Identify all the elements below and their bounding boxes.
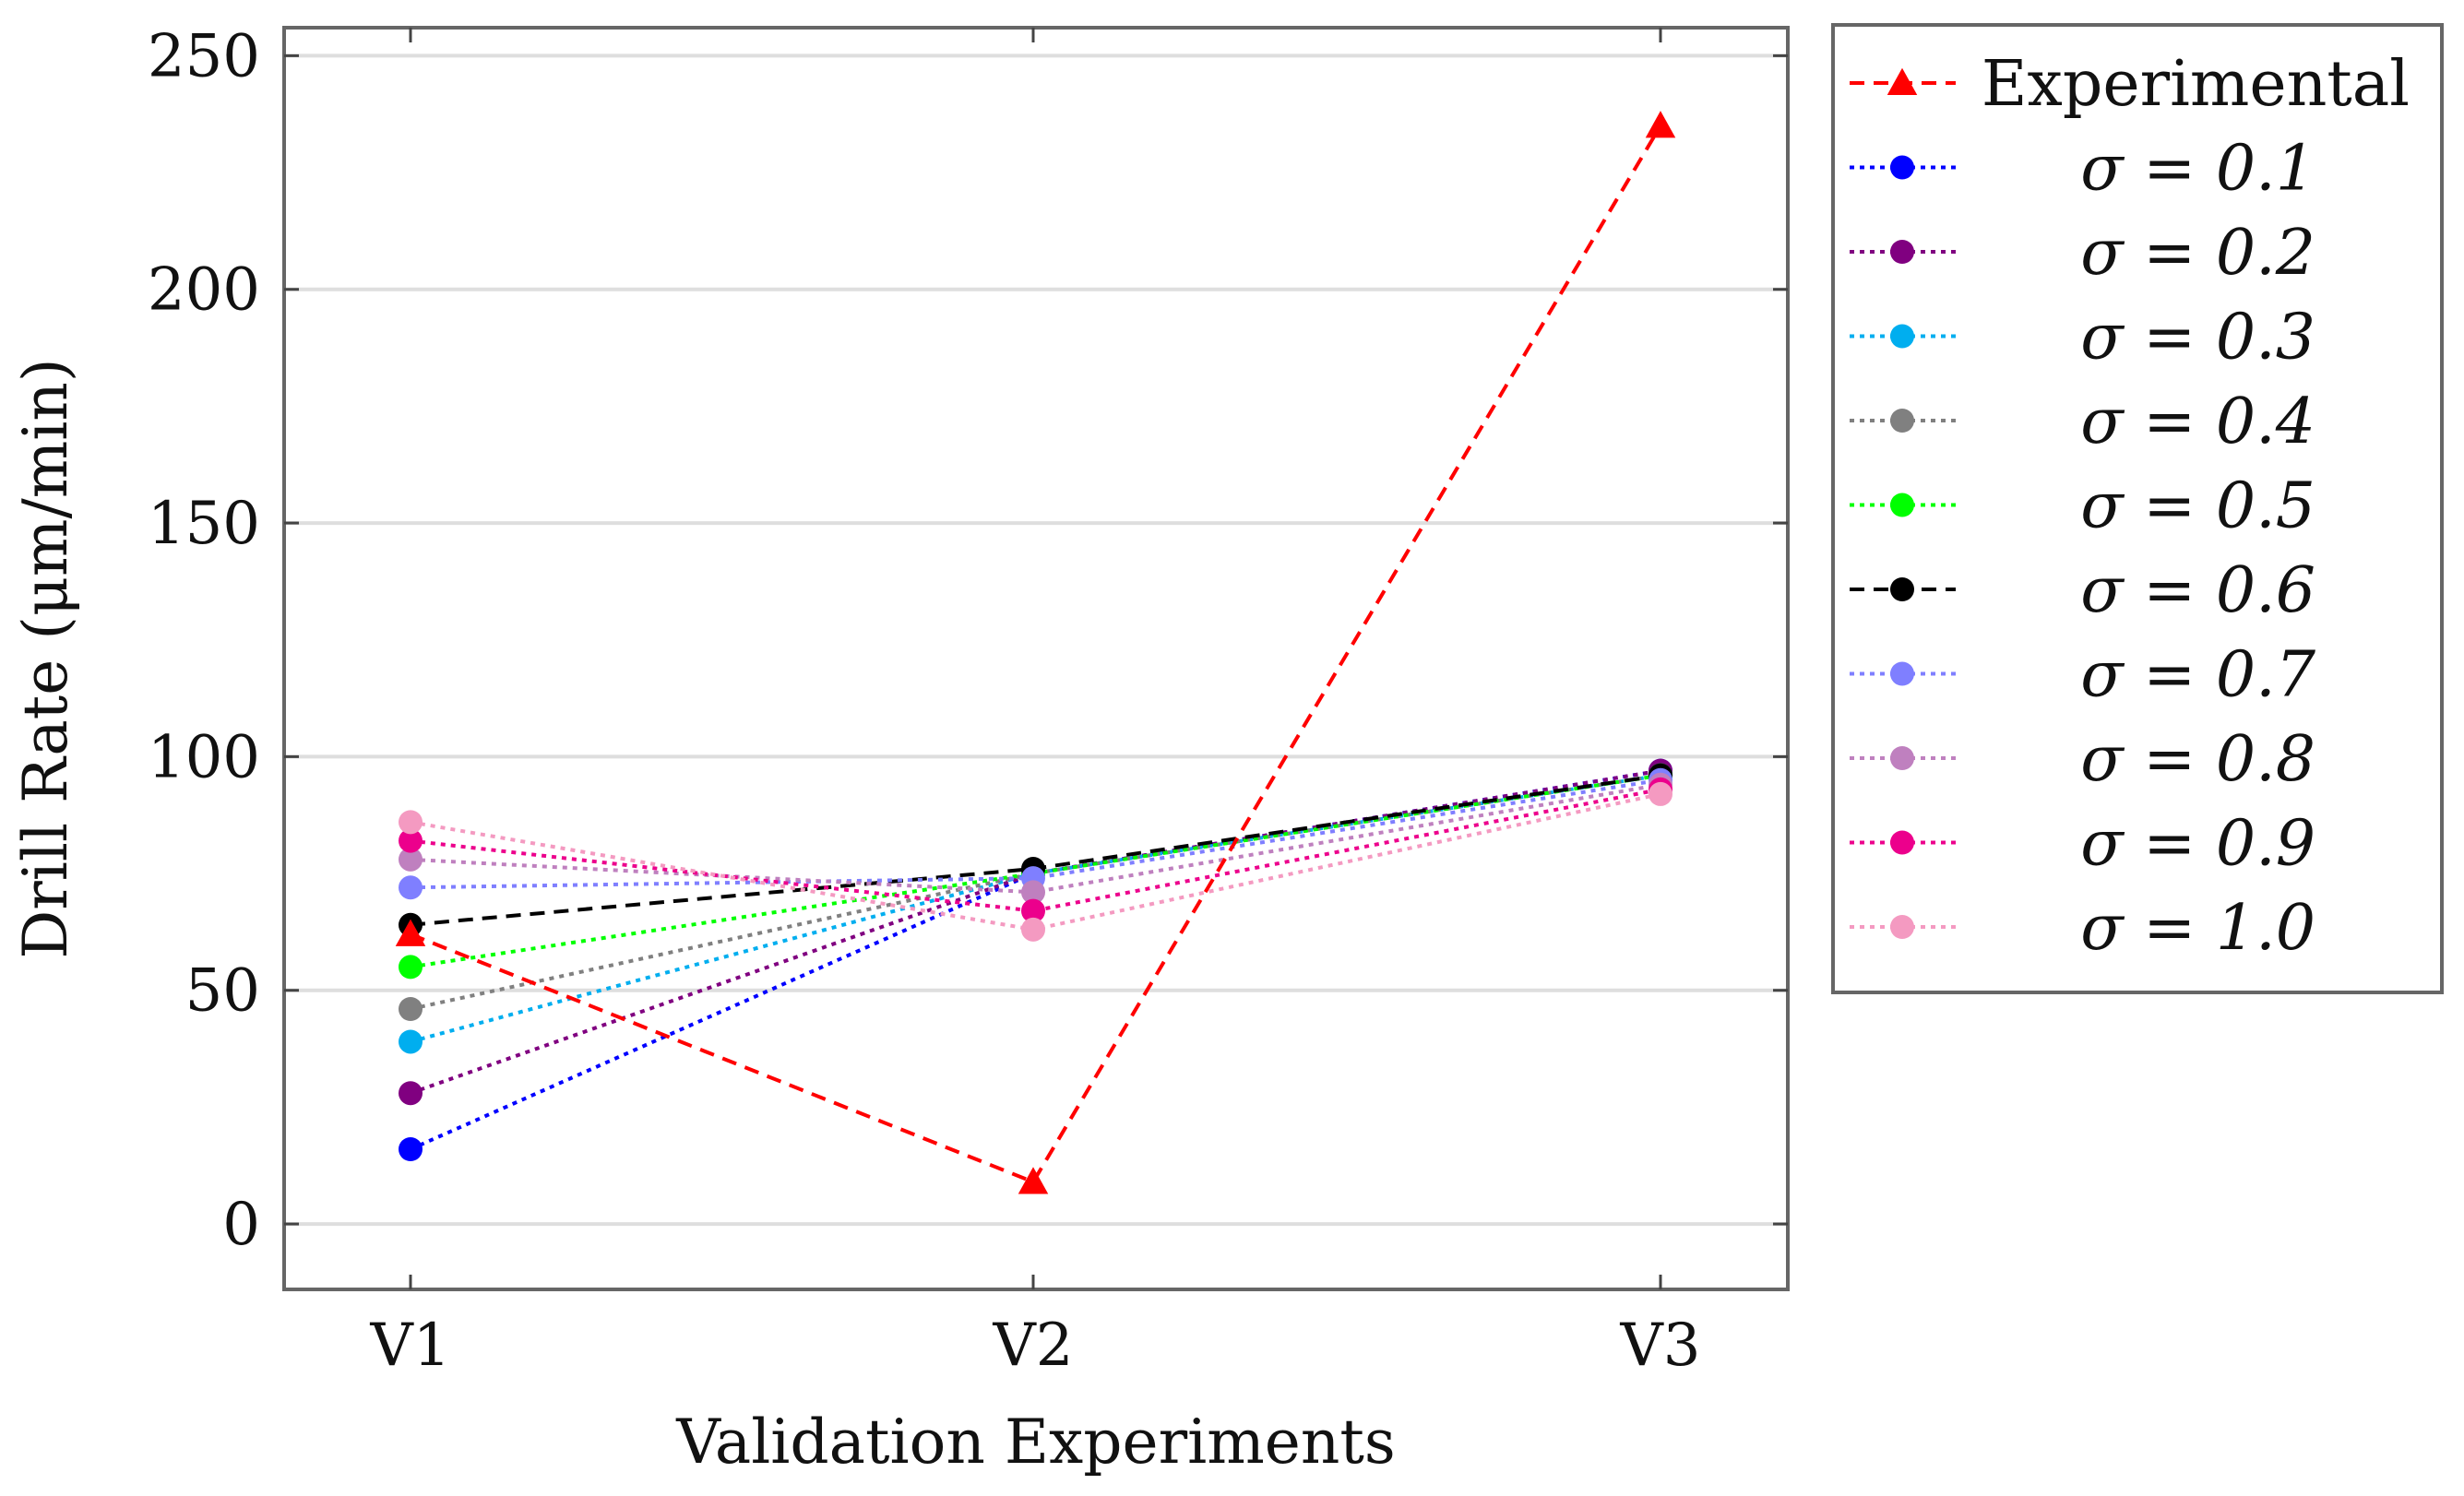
legend-item: σ = 0.3 <box>1850 302 2315 374</box>
data-point <box>399 847 423 872</box>
legend-marker <box>1890 409 1914 433</box>
series-sigma-1 <box>399 758 1672 1161</box>
legend-marker <box>1890 830 1914 855</box>
series-sigma-9 <box>399 777 1672 923</box>
legend-marker <box>1890 661 1914 686</box>
legend-label: σ = 0.8 <box>2080 723 2315 796</box>
x-axis: V1 V2 V3 <box>370 28 1701 1380</box>
legend-entries: Experimental σ = 0.1 σ = 0.2 σ = 0.3 σ = 0.4… <box>1850 48 2410 965</box>
legend: Experimental σ = 0.1 σ = 0.2 σ = 0.3 σ = 0.4… <box>1831 23 2444 994</box>
legend-item: σ = 0.8 <box>1850 723 2315 796</box>
series-lines <box>395 111 1676 1194</box>
legend-item: σ = 0.9 <box>1850 808 2315 881</box>
data-point <box>1021 917 1045 942</box>
legend-marker <box>1890 240 1914 264</box>
x-tick-label: V3 <box>1620 1312 1701 1380</box>
data-point <box>399 1081 423 1106</box>
data-point <box>399 1137 423 1161</box>
data-point <box>399 810 423 835</box>
data-point <box>1021 898 1045 923</box>
legend-label: σ = 0.1 <box>2080 133 2315 206</box>
series-experimental <box>395 111 1676 1194</box>
legend-label: σ = 0.7 <box>2080 639 2316 712</box>
legend-item: σ = 0.7 <box>1850 639 2316 712</box>
legend-label: σ = 0.4 <box>2080 386 2315 458</box>
series-sigma-8 <box>399 772 1672 905</box>
legend-marker <box>1890 493 1914 517</box>
legend-marker <box>1890 746 1914 770</box>
y-tick-label: 250 <box>148 22 260 90</box>
legend-item: σ = 0.6 <box>1850 554 2315 627</box>
y-axis: 0 50 100 150 200 250 <box>148 22 1788 1259</box>
data-point <box>399 955 423 980</box>
legend-label: σ = 0.6 <box>2080 554 2315 627</box>
legend-box <box>1831 23 2444 994</box>
y-tick-label: 50 <box>185 957 260 1026</box>
legend-marker <box>1890 577 1914 601</box>
y-tick-label: 150 <box>148 490 260 558</box>
legend-item: σ = 1.0 <box>1850 892 2315 965</box>
data-point <box>399 828 423 853</box>
legend-marker <box>1890 155 1914 180</box>
legend-label: σ = 0.2 <box>2080 217 2315 290</box>
data-point <box>399 875 423 900</box>
data-point <box>1018 1167 1049 1194</box>
y-axis-title: Drill Rate (μm/min) <box>10 358 81 958</box>
legend-item: Experimental <box>1850 48 2410 121</box>
legend-label: σ = 0.5 <box>2080 470 2315 543</box>
data-point <box>399 1029 423 1054</box>
legend-marker <box>1890 324 1914 349</box>
legend-item: σ = 0.2 <box>1850 217 2315 290</box>
x-tick-label: V1 <box>370 1312 451 1380</box>
legend-label: σ = 0.3 <box>2080 302 2315 374</box>
x-axis-title: Validation Experiments <box>675 1407 1396 1478</box>
grid-lines <box>284 53 1788 1227</box>
x-tick-label: V2 <box>993 1312 1074 1380</box>
y-tick-label: 200 <box>148 256 260 325</box>
legend-label: σ = 1.0 <box>2080 892 2315 965</box>
series-sigma-10 <box>399 781 1672 942</box>
plot-frame <box>282 26 1790 1291</box>
legend-marker <box>1887 67 1918 95</box>
data-point <box>1645 111 1676 138</box>
legend-item: σ = 0.5 <box>1850 470 2315 543</box>
legend-label: σ = 0.9 <box>2080 808 2315 881</box>
series-line <box>410 773 1661 1044</box>
legend-marker <box>1890 915 1914 939</box>
y-tick-label: 100 <box>148 723 260 791</box>
data-point <box>395 919 426 946</box>
data-point <box>399 997 423 1021</box>
legend-item: σ = 0.1 <box>1850 133 2315 206</box>
legend-label: Experimental <box>1982 48 2410 121</box>
legend-item: σ = 0.4 <box>1850 386 2315 458</box>
data-point <box>1649 781 1672 806</box>
data-point <box>1021 880 1045 905</box>
y-tick-label: 0 <box>222 1191 260 1259</box>
series-line <box>410 768 1661 1151</box>
series-line <box>410 125 1662 1184</box>
